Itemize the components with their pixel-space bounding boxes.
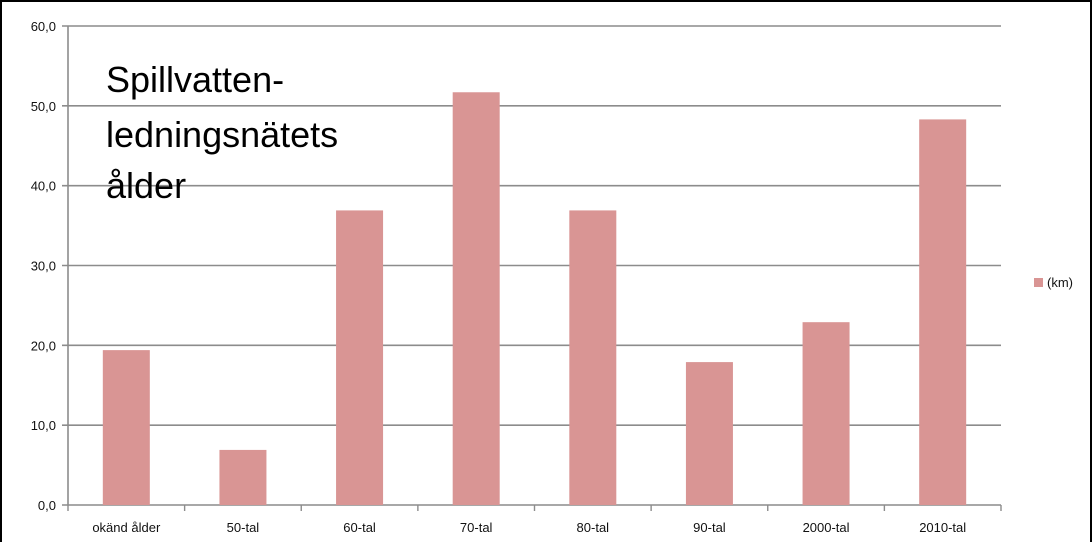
y-tick-label: 30,0 (31, 259, 56, 274)
x-tick-label: 2010-tal (919, 520, 966, 535)
bar-3 (336, 210, 384, 506)
bar-5 (569, 210, 617, 506)
x-tick-label: 70-tal (460, 520, 493, 535)
x-tick-label: 50-tal (227, 520, 260, 535)
bar-8 (919, 119, 967, 505)
chart-title-line: Spillvatten- (106, 59, 284, 100)
bar-1 (102, 350, 150, 505)
legend-swatch (1034, 278, 1043, 287)
y-tick-label: 10,0 (31, 418, 56, 433)
bar-6 (685, 362, 733, 505)
x-tick-label: okänd ålder (92, 520, 161, 535)
x-tick-label: 90-tal (693, 520, 726, 535)
chart-title-line: ledningsnätets (106, 114, 338, 155)
y-tick-label: 40,0 (31, 179, 56, 194)
legend-label: (km) (1047, 275, 1073, 290)
bar-4 (452, 92, 500, 506)
y-tick-label: 20,0 (31, 338, 56, 353)
chart-title-line: ålder (106, 165, 186, 206)
x-tick-label: 60-tal (343, 520, 376, 535)
x-tick-label: 2000-tal (803, 520, 850, 535)
y-tick-label: 60,0 (31, 19, 56, 34)
x-tick-label: 80-tal (577, 520, 610, 535)
y-tick-label: 0,0 (38, 498, 56, 513)
bar-7 (802, 322, 850, 505)
bar-2 (219, 449, 267, 505)
y-tick-label: 50,0 (31, 99, 56, 114)
